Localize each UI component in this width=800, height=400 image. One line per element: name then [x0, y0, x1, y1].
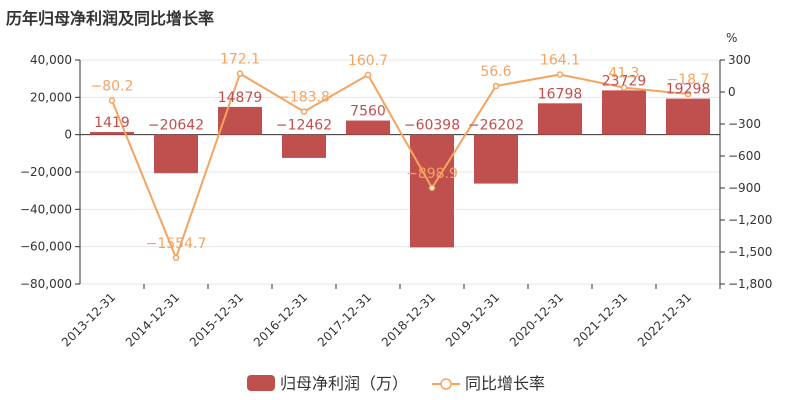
growth-rate-point: [236, 70, 244, 77]
bar-value-label: 19298: [666, 82, 711, 98]
growth-rate-point: [364, 71, 372, 79]
growth-rate-value-label: 172.1: [220, 52, 260, 68]
x-axis-tick-label: 2013-12-31: [59, 290, 118, 349]
legend-line-marker: [440, 378, 452, 390]
bar: [282, 134, 326, 158]
left-axis-tick-label: −60,000: [20, 240, 72, 254]
right-axis-tick-label: −1,800: [728, 277, 772, 291]
bar-value-label: 1419: [94, 115, 130, 131]
bar-value-label: −26202: [468, 118, 524, 134]
growth-rate-value-label: −80.2: [91, 79, 134, 95]
right-axis-tick-label: 300: [728, 53, 751, 67]
right-axis-tick-label: −1,500: [728, 245, 772, 259]
x-axis-tick-label: 2021-12-31: [571, 290, 630, 349]
growth-rate-value-label: 56.6: [480, 64, 511, 80]
x-axis-tick-label: 2018-12-31: [379, 290, 438, 349]
bar-value-label: 16798: [538, 86, 583, 102]
bar: [218, 106, 262, 135]
x-axis-tick-label: 2017-12-31: [315, 290, 374, 349]
bar-value-label: 14879: [218, 90, 263, 106]
bar: [90, 132, 134, 135]
left-axis-tick-label: 40,000: [30, 53, 72, 67]
bar-value-label: 7560: [350, 104, 386, 120]
bar-value-label: −12462: [276, 118, 332, 134]
growth-rate-point: [492, 82, 500, 90]
right-axis-tick-label: −600: [728, 149, 761, 163]
right-axis-tick-label: −300: [728, 117, 761, 131]
growth-rate-value-label: 41.3: [608, 66, 639, 82]
right-axis-tick-label: −900: [728, 181, 761, 195]
x-axis-tick-label: 2020-12-31: [507, 290, 566, 349]
bar-value-label: −20642: [148, 118, 204, 134]
growth-rate-value-label: 164.1: [540, 52, 580, 68]
bar: [602, 90, 646, 135]
bar: [474, 134, 518, 184]
growth-rate-point: [172, 254, 180, 262]
legend-line-label: 同比增长率: [465, 374, 545, 393]
bar-value-label: −60398: [404, 118, 460, 134]
left-axis-tick-label: −80,000: [20, 277, 72, 291]
growth-rate-value-label: 160.7: [348, 53, 388, 69]
legend-bar-swatch: [247, 375, 275, 391]
bar: [346, 120, 390, 135]
chart-title: 历年归母净利润及同比增长率: [6, 9, 215, 28]
growth-rate-point: [556, 71, 564, 78]
growth-rate-point: [620, 84, 628, 91]
growth-rate-point: [684, 90, 692, 98]
growth-rate-value-label: −183.8: [278, 90, 330, 106]
x-axis-tick-label: 2015-12-31: [187, 290, 246, 349]
bar-value-label: 23729: [602, 73, 647, 89]
growth-rate-value-label: −1554.7: [146, 236, 207, 252]
left-axis-tick-label: −40,000: [20, 202, 72, 216]
growth-rate-value-label: −18.7: [667, 72, 710, 88]
x-axis-tick-label: 2014-12-31: [123, 290, 182, 349]
right-axis-tick-label: 0: [728, 85, 736, 99]
right-axis-unit: %: [726, 31, 737, 45]
x-axis-tick-label: 2019-12-31: [443, 290, 502, 349]
legend-bar-label: 归母净利润（万）: [280, 374, 408, 393]
growth-rate-point: [428, 184, 436, 192]
left-axis-tick-label: 20,000: [30, 90, 72, 104]
growth-rate-point: [108, 97, 116, 104]
bar: [666, 98, 710, 135]
right-axis-tick-label: −1,200: [728, 213, 772, 227]
growth-rate-line: [111, 72, 689, 261]
growth-rate-value-label: −898.9: [406, 166, 458, 182]
growth-rate-point: [300, 108, 308, 115]
x-axis-tick-label: 2022-12-31: [635, 290, 694, 349]
bar: [154, 134, 198, 174]
left-axis-tick-label: −20,000: [20, 165, 72, 179]
bar: [538, 103, 582, 135]
left-axis-tick-label: 0: [64, 128, 72, 142]
x-axis-tick-label: 2016-12-31: [251, 290, 310, 349]
